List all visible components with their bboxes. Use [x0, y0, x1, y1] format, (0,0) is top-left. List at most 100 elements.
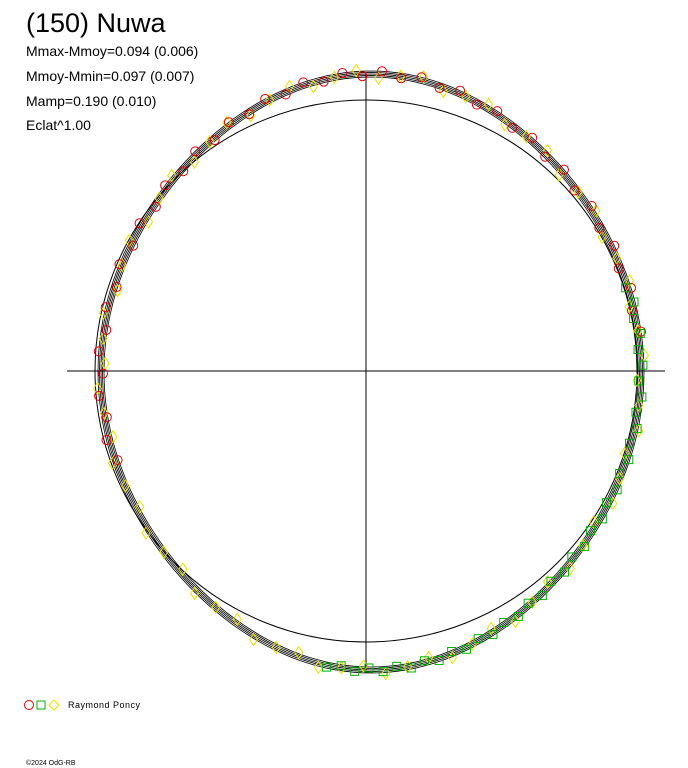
observation-yellow [615, 471, 625, 486]
observation-red [507, 122, 518, 133]
info-line: Mmoy-Mmin=0.097 (0.007) [26, 68, 194, 84]
reference-circle [94, 99, 638, 643]
observation-red [416, 72, 427, 83]
observation-yellow [351, 63, 361, 78]
lightcurve [100, 73, 642, 671]
observation-yellow [167, 168, 177, 183]
observation-green [488, 629, 498, 639]
observation-red [280, 89, 291, 100]
observation-red [594, 223, 605, 234]
observation-yellow [159, 545, 169, 559]
observation-red [160, 180, 171, 191]
observation-green [621, 283, 631, 293]
observation-yellow [573, 185, 583, 199]
observation-green [585, 526, 595, 536]
observation-yellow [403, 659, 413, 674]
lightcurve-bundle [97, 70, 645, 674]
legend-symbol [48, 699, 60, 711]
observation-green [546, 576, 556, 586]
observation-yellow [98, 306, 108, 320]
observation-yellow [248, 632, 259, 647]
observation-yellow [99, 406, 109, 421]
observation-yellow [143, 215, 154, 229]
lightcurve [103, 76, 639, 668]
title: (150) Nuwa [26, 8, 167, 38]
observation-red [128, 240, 139, 251]
observation-yellow [632, 373, 642, 388]
observation-yellow [591, 203, 601, 218]
observation-red [190, 146, 201, 157]
observation-green [625, 438, 635, 448]
info-line: Mamp=0.190 (0.010) [26, 93, 156, 109]
observation-green [612, 485, 622, 495]
observation-green [633, 345, 643, 355]
observation-green [597, 514, 607, 524]
observation-yellow [542, 575, 553, 589]
observation-yellow [98, 331, 108, 346]
observation-yellow [588, 515, 599, 529]
observation-green [350, 666, 360, 676]
observation-red [613, 263, 624, 274]
observation-red [337, 68, 348, 79]
observation-green [523, 598, 533, 608]
info-line: Eclat^1.00 [26, 117, 91, 133]
observation-yellow [271, 640, 281, 655]
observation-yellow [107, 456, 117, 471]
observation-yellow [189, 155, 200, 169]
observation-yellow [381, 666, 391, 681]
observation-green [567, 552, 577, 562]
observation-yellow [578, 538, 588, 553]
observation-yellow [222, 115, 232, 130]
observation-red [112, 455, 123, 466]
observation-red [527, 132, 538, 143]
observation-yellow [141, 526, 151, 541]
observation-red [377, 66, 388, 77]
observation-red [298, 77, 309, 88]
observation-red [318, 76, 329, 87]
observation-yellow [211, 600, 221, 615]
observation-yellow [483, 97, 494, 112]
observation-red [101, 412, 112, 423]
observation-red [396, 73, 407, 84]
legend-symbol [24, 700, 34, 710]
observation-yellow [232, 612, 242, 627]
observations [92, 63, 650, 681]
observation-green [406, 663, 416, 673]
observation-yellow [308, 79, 318, 94]
observation-red [101, 324, 112, 335]
observation-red [223, 117, 234, 128]
observation-red [100, 302, 111, 313]
observation-green [513, 611, 523, 621]
observation-yellow [108, 430, 118, 444]
observation-yellow [500, 117, 510, 132]
credit: ©2024 OdG-RB [26, 759, 76, 767]
observation-green [336, 661, 346, 671]
observation-red [244, 109, 255, 120]
observation-yellow [597, 230, 607, 245]
observation-green [461, 644, 471, 654]
legend-symbol [36, 700, 46, 710]
observation-green [378, 667, 388, 677]
observation-red [455, 85, 466, 96]
observation-green [580, 541, 590, 551]
observation-red [101, 435, 112, 446]
info-line: Mmax-Mmoy=0.094 (0.006) [26, 43, 198, 59]
observation-red [434, 82, 445, 93]
lightcurve [97, 70, 645, 674]
observation-green [629, 297, 639, 307]
observation-yellow [265, 93, 275, 107]
observation-yellow [467, 637, 477, 651]
observation-green [447, 647, 457, 657]
observation-yellow [418, 69, 429, 84]
observation-yellow [189, 586, 200, 601]
observation-yellow [205, 134, 215, 149]
observation-green [637, 392, 647, 402]
legend: Raymond Poncy [24, 699, 141, 711]
observation-yellow [486, 621, 496, 636]
observation-green [322, 662, 332, 672]
observation-red [150, 201, 161, 212]
observer-label: Raymond Poncy [68, 700, 141, 710]
observation-red [94, 390, 105, 401]
